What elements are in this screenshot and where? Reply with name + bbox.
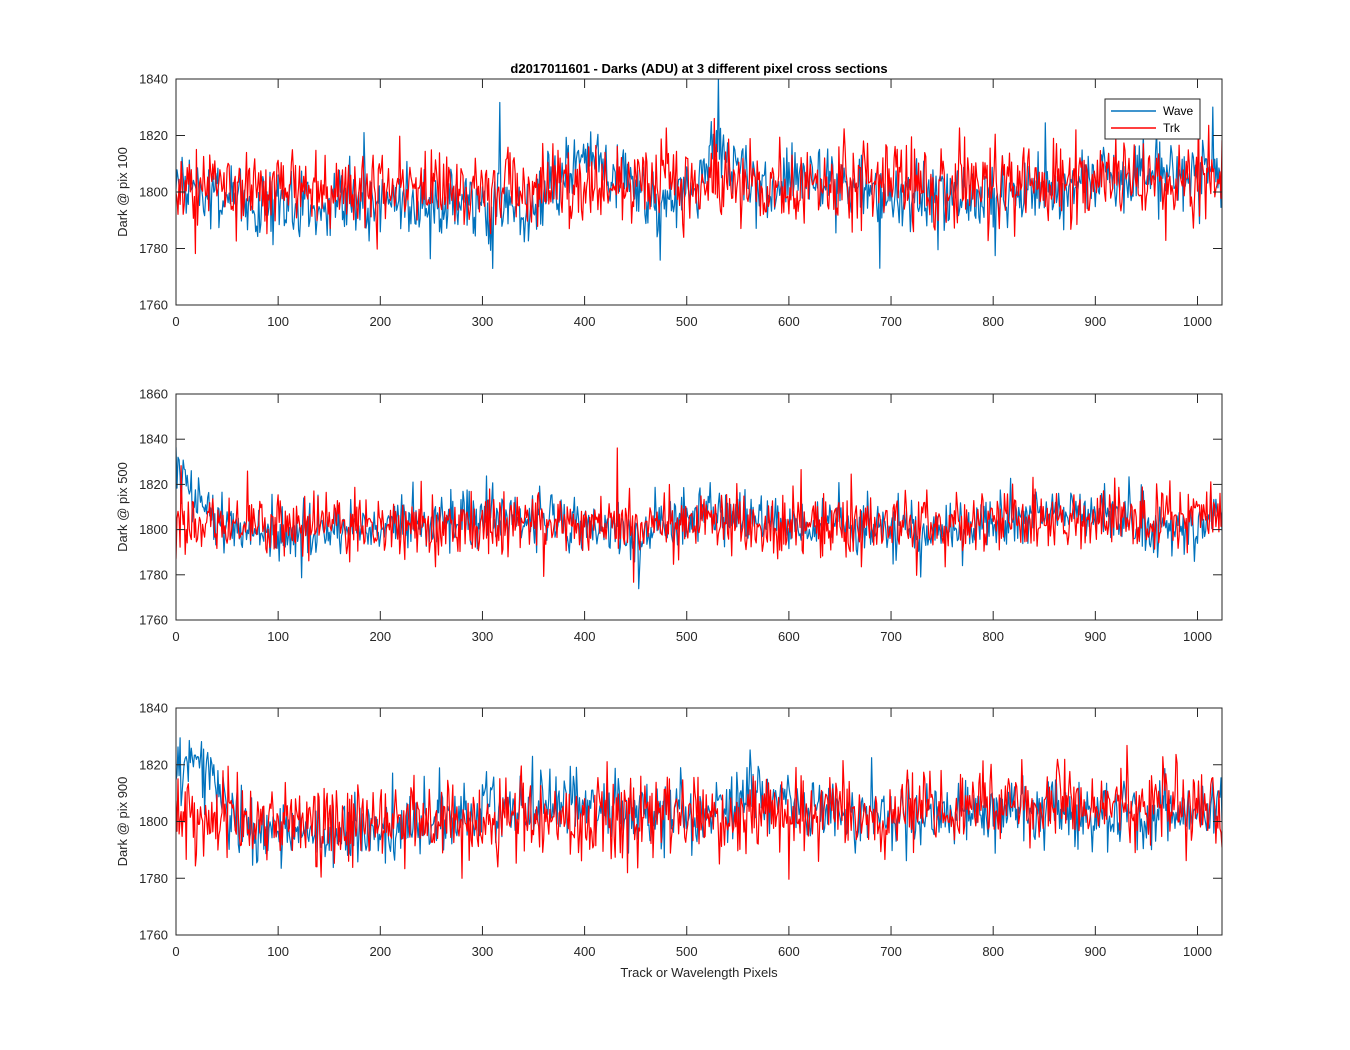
x-tick-label: 300 [472, 629, 494, 644]
y-tick-label: 1840 [139, 701, 168, 716]
subplot-2: 0 100 200 300 400 500 600 700 800 900 1000 1760 1780… [115, 387, 1223, 644]
x-tick-label: 500 [676, 629, 698, 644]
y-axis-label: Dark @ pix 500 [115, 462, 130, 552]
x-tick-label: 1000 [1183, 314, 1212, 329]
legend-box [1104, 98, 1201, 140]
x-tick-label: 100 [267, 629, 289, 644]
x-tick-label: 400 [574, 629, 596, 644]
series-group [176, 447, 1222, 590]
x-tick-label: 600 [778, 944, 800, 959]
x-tick-label: 500 [676, 314, 698, 329]
y-tick-label: 1820 [139, 757, 168, 772]
x-tick-label: 100 [267, 314, 289, 329]
subplot-panels: 0 100 200 300 400 500 600 700 800 900 100017601780… [115, 72, 1223, 959]
y-tick-label: 1780 [139, 871, 168, 886]
legend-label-trk: Trk [1163, 121, 1181, 135]
y-tick-label: 1820 [139, 477, 168, 492]
x-tick-label: 100 [267, 944, 289, 959]
y-tick-label: 1800 [139, 522, 168, 537]
y-tick-label: 1840 [139, 72, 168, 87]
x-tick-label: 800 [982, 629, 1004, 644]
x-tick-label: 1000 [1183, 629, 1212, 644]
series-group [176, 737, 1222, 880]
y-tick-label: 1840 [139, 432, 168, 447]
x-tick-label: 600 [778, 629, 800, 644]
x-tick-label: 500 [676, 944, 698, 959]
subplot-1: 0 100 200 300 400 500 600 700 800 900 1000 1760 1780… [115, 72, 1223, 329]
x-tick-label: 300 [472, 314, 494, 329]
x-tick-label: 1000 [1183, 944, 1212, 959]
y-axis-label: Dark @ pix 900 [115, 777, 130, 867]
x-tick-label: 900 [1084, 314, 1106, 329]
x-tick-label: 900 [1084, 944, 1106, 959]
axes-frame [175, 393, 1223, 621]
y-tick-label: 1820 [139, 128, 168, 143]
x-tick-label: 0 [172, 944, 179, 959]
x-tick-label: 900 [1084, 629, 1106, 644]
legend: Wave Trk [1104, 98, 1201, 140]
legend-label-wave: Wave [1163, 104, 1194, 118]
x-tick-label: 200 [369, 944, 391, 959]
y-tick-label: 1860 [139, 387, 168, 402]
x-tick-label: 800 [982, 314, 1004, 329]
y-tick-label: 1780 [139, 241, 168, 256]
x-axis-label: Track or Wavelength Pixels [620, 965, 778, 980]
y-tick-label: 1760 [139, 298, 168, 313]
chart-title: d2017011601 - Darks (ADU) at 3 different… [510, 61, 887, 76]
x-tick-label: 800 [982, 944, 1004, 959]
y-tick-label: 1800 [139, 814, 168, 829]
y-tick-label: 1780 [139, 567, 168, 582]
y-tick-label: 1760 [139, 613, 168, 628]
series-group [176, 79, 1222, 269]
x-tick-label: 400 [574, 314, 596, 329]
x-tick-label: 400 [574, 944, 596, 959]
subplot-3: 0 100 200 300 400 500 600 700 800 900 1000 1760 1780… [115, 701, 1223, 959]
x-tick-label: 700 [880, 629, 902, 644]
x-tick-label: 700 [880, 314, 902, 329]
series-line-trk [176, 744, 1222, 880]
x-tick-label: 200 [369, 629, 391, 644]
series-line-trk [176, 447, 1222, 583]
x-tick-label: 300 [472, 944, 494, 959]
x-tick-label: 200 [369, 314, 391, 329]
y-axis-label: Dark @ pix 100 [115, 147, 130, 237]
x-tick-label: 600 [778, 314, 800, 329]
y-tick-label: 1760 [139, 928, 168, 943]
series-line-trk [176, 106, 1222, 255]
x-tick-label: 0 [172, 314, 179, 329]
y-tick-label: 1800 [139, 185, 168, 200]
x-tick-label: 700 [880, 944, 902, 959]
x-tick-label: 0 [172, 629, 179, 644]
